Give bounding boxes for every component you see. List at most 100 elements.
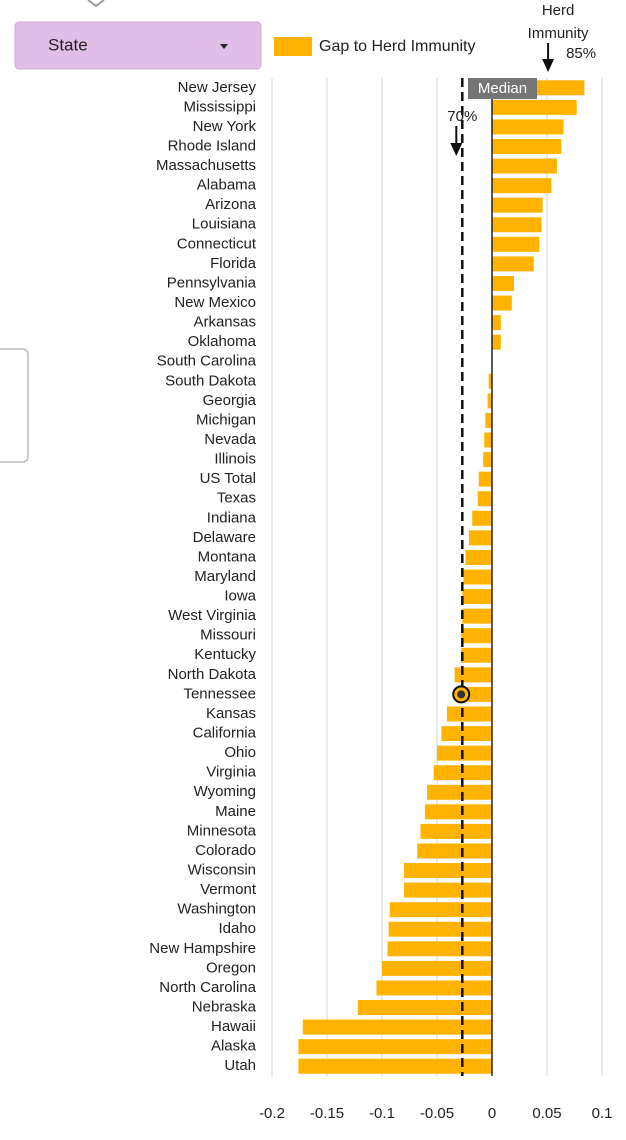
x-tick-label: -0.2 [259,1105,285,1122]
bar [492,275,514,291]
y-tick-label: Kentucky [194,646,256,663]
y-tick-label: Maine [215,803,256,820]
y-tick-label: Mississippi [183,98,256,115]
bar [388,921,492,937]
legend-swatch [274,37,312,56]
bar [461,647,492,663]
y-tick-label: Massachusetts [156,157,256,174]
y-tick-label: Idaho [218,920,256,937]
bar [302,1019,492,1035]
y-tick-label: New Hampshire [149,940,256,957]
bar [492,295,512,311]
y-tick-label: California [193,725,257,742]
y-tick-label: Ohio [224,744,256,761]
bar [484,432,492,448]
bar [404,882,492,898]
y-tick-label: Utah [224,1057,256,1074]
dropdown[interactable]: State [14,21,262,70]
bar [492,197,543,213]
herd-percent: 85% [566,45,596,62]
bar [472,510,492,526]
bar [462,589,492,605]
y-tick-label: Nebraska [192,998,257,1015]
bar [298,1039,492,1055]
bar [487,393,492,409]
bar [420,823,492,839]
y-tick-label: Arkansas [193,314,256,331]
bar [417,843,492,859]
y-tick-label: Wyoming [194,783,256,800]
y-tick-label: New Jersey [178,79,257,96]
y-tick-label: Kansas [206,705,256,722]
highlight-dot [457,690,466,699]
x-tick-label: 0.05 [532,1105,561,1122]
bar [492,119,564,135]
reference-arrowhead [450,143,463,156]
bar [462,608,492,624]
y-tick-label: Rhode Island [168,137,256,154]
y-tick-label: Vermont [200,881,257,898]
y-tick-label: US Total [200,470,256,487]
bar [478,471,492,487]
y-tick-label: Washington [177,901,256,918]
y-tick-label: Colorado [195,842,256,859]
y-tick-label: Indiana [207,509,257,526]
bar [441,726,492,742]
bar [424,804,492,820]
bar [387,941,492,957]
y-tick-label: Hawaii [211,1018,256,1035]
bar [298,1058,492,1074]
y-tick-label: Arizona [205,196,257,213]
y-tick-label: Oklahoma [188,333,257,350]
y-tick-label: Minnesota [187,822,257,839]
y-tick-label: Wisconsin [188,861,256,878]
bar [376,980,492,996]
bar [389,902,492,918]
y-tick-label: South Dakota [165,372,257,389]
y-tick-label: Alabama [197,177,257,194]
median-label: Median [478,80,527,97]
bar [485,412,492,428]
bar [461,628,492,644]
y-tick-label: New Mexico [174,294,256,311]
x-tick-label: -0.15 [310,1105,344,1122]
y-tick-label: Missouri [200,627,256,644]
top-icon [87,0,105,8]
y-tick-label: Illinois [214,451,256,468]
y-tick-label: North Dakota [168,666,257,683]
bar [492,217,542,233]
bar [427,784,492,800]
y-tick-label: Montana [198,548,257,565]
bar [446,706,492,722]
legend-label: Gap to Herd Immunity [319,38,476,55]
bar [492,236,540,252]
bar [454,667,492,683]
y-tick-label: Virginia [206,764,256,781]
bar [492,315,501,331]
bar [357,1000,492,1016]
bar [404,863,492,879]
y-tick-label: Louisiana [192,216,257,233]
y-tick-label: Delaware [193,529,256,546]
x-tick-label: -0.05 [420,1105,454,1122]
bar [483,452,492,468]
dropdown-label[interactable]: State [48,35,88,54]
y-tick-label: Alaska [211,1038,257,1055]
y-tick-label: New York [193,118,257,135]
x-tick-label: 0.1 [592,1105,613,1122]
side-panel [0,348,29,463]
reference-label: 70% [447,108,477,125]
herd-arrowhead [542,59,555,72]
bar [477,491,492,507]
x-tick-label: -0.1 [369,1105,395,1122]
dropdown-caret[interactable] [220,44,228,49]
bar [488,373,492,389]
y-tick-label: South Carolina [157,353,257,370]
y-tick-label: Georgia [203,392,257,409]
bar [463,569,492,585]
y-tick-label: West Virginia [168,607,256,624]
bar [492,158,557,174]
bar [468,530,492,546]
y-tick-label: Pennsylvania [167,274,257,291]
dropdown-box[interactable] [14,21,262,70]
